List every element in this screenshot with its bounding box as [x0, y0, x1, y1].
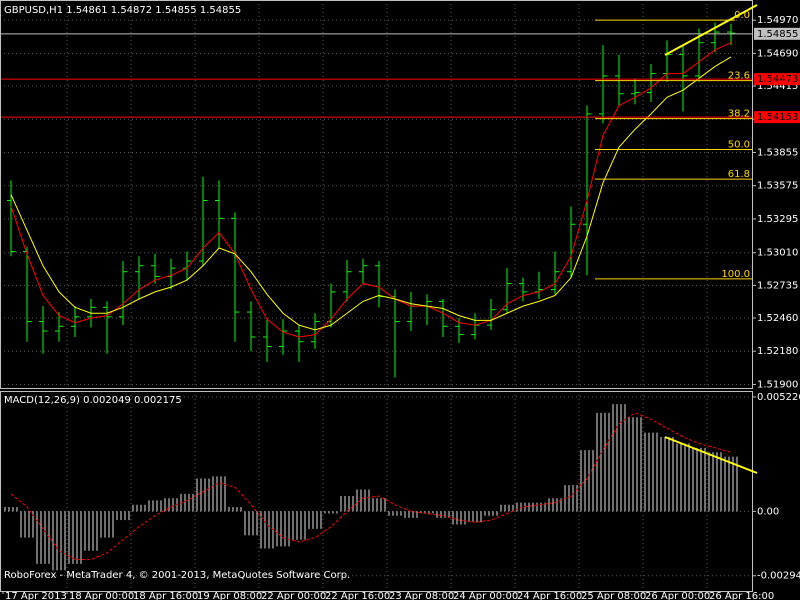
- fibo-label: 61.8: [728, 169, 750, 180]
- fibo-label: 0.0: [734, 10, 750, 21]
- macd-trend-line: [664, 436, 758, 474]
- x-tick-label: 17 Apr 2013: [5, 591, 67, 600]
- x-tick-label: 19 Apr 08:00: [197, 591, 262, 600]
- price-tag-label: 1.54153: [757, 112, 798, 123]
- footer: RoboForex - MetaTrader 4, © 2001-2013, M…: [4, 570, 350, 581]
- main-pane-border: [0, 0, 753, 389]
- y-tick-label: 1.53295: [757, 214, 798, 225]
- grid: [0, 0, 752, 591]
- y-tick-label: 1.53575: [757, 181, 798, 192]
- fibo-label: 38.2: [728, 109, 750, 120]
- axis-labels: 1.549701.546901.544151.541351.538551.535…: [2, 10, 800, 600]
- trend-line: [664, 4, 758, 56]
- price-tag: [754, 111, 800, 124]
- moving-average: [10, 56, 732, 331]
- y-tick-label: 1.54970: [757, 15, 798, 26]
- fibo-label: 23.6: [728, 71, 750, 82]
- y-tick-label: 1.53010: [757, 248, 798, 259]
- plot: [0, 19, 752, 571]
- price-tag-label: 1.54473: [757, 74, 798, 85]
- x-tick-label: 22 Apr 00:00: [261, 591, 326, 600]
- macd-signal: [10, 412, 732, 560]
- x-tick-label: 24 Apr 16:00: [517, 591, 582, 600]
- price-tag: [754, 73, 800, 86]
- moving-average: [10, 42, 732, 338]
- x-tick-label: 18 Apr 00:00: [69, 591, 134, 600]
- y-tick-label: 1.52735: [757, 280, 798, 291]
- y-tick-label: -0.002943: [757, 571, 800, 582]
- y-tick-label: 1.51900: [757, 379, 798, 390]
- macd-pane-border: [0, 391, 753, 592]
- macd-title: MACD(12,26,9) 0.002049 0.002175: [4, 395, 182, 406]
- fibo-label: 100.0: [721, 269, 750, 280]
- x-tick-label: 24 Apr 00:00: [453, 591, 518, 600]
- price-tag-label: 1.54855: [757, 29, 798, 40]
- fibo-label: 50.0: [728, 140, 750, 151]
- x-tick-label: 26 Apr 00:00: [645, 591, 710, 600]
- y-tick-label: 0.00: [757, 506, 779, 517]
- x-tick-label: 26 Apr 16:00: [709, 591, 774, 600]
- y-tick-label: 1.53855: [757, 147, 798, 158]
- y-tick-label: 1.54690: [757, 48, 798, 59]
- symbol-header: GBPUSD,H1 1.54861 1.54872 1.54855 1.5485…: [4, 5, 241, 16]
- x-tick-label: 18 Apr 16:00: [133, 591, 198, 600]
- x-tick-label: 22 Apr 16:00: [325, 591, 390, 600]
- y-tick-label: 1.52460: [757, 313, 798, 324]
- y-tick-label: 0.005226: [757, 392, 800, 403]
- y-tick-label: 1.54415: [757, 81, 798, 92]
- x-tick-label: 23 Apr 08:00: [389, 591, 454, 600]
- y-tick-label: 1.52180: [757, 346, 798, 357]
- price-tag: [754, 27, 800, 40]
- x-tick-label: 25 Apr 08:00: [581, 591, 646, 600]
